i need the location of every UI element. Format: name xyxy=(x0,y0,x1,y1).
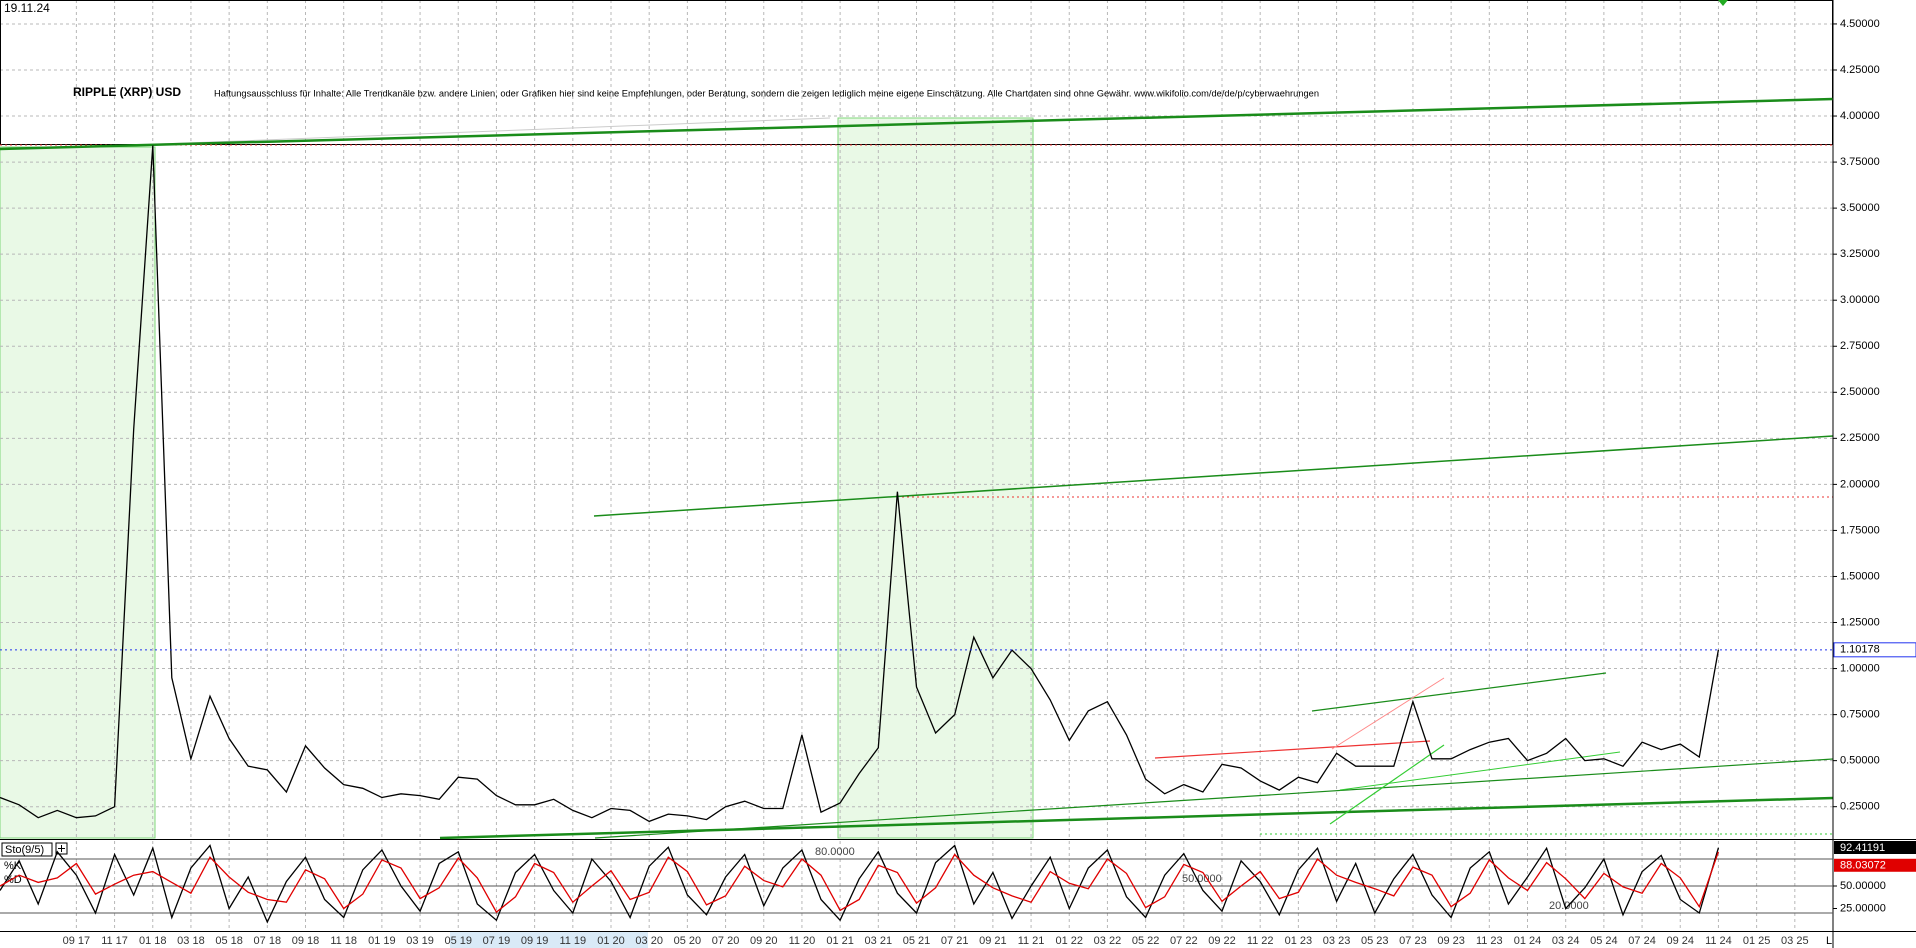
x-tick-label: 05 21 xyxy=(903,935,931,947)
x-tick-label: 07 22 xyxy=(1170,935,1198,947)
y-tick-label: 2.50000 xyxy=(1840,386,1880,398)
last-value-label: 92.41191 xyxy=(1840,842,1885,854)
x-tick-label: 03 21 xyxy=(865,935,893,947)
trend-line xyxy=(1311,672,1607,712)
x-tick-label: 11 20 xyxy=(789,935,816,947)
y-tick-label: 1.50000 xyxy=(1840,570,1880,582)
x-tick-label: 11 23 xyxy=(1476,935,1503,947)
x-tick-label: 05 20 xyxy=(674,935,702,947)
marker-arrow xyxy=(1718,0,1728,6)
x-tick-label: 07 21 xyxy=(941,935,969,947)
x-tick-label: 05 23 xyxy=(1361,935,1389,947)
y-tick-label: 3.00000 xyxy=(1840,294,1880,306)
x-tick-label: 09 17 xyxy=(63,935,91,947)
x-tick-label: 01 19 xyxy=(368,935,396,947)
x-tick-label: 01 18 xyxy=(139,935,167,947)
y-tick-label: 3.25000 xyxy=(1840,248,1880,260)
x-tick-label: 03 20 xyxy=(635,935,663,947)
highlight-zone xyxy=(0,146,156,839)
y-tick-label: 1.25000 xyxy=(1840,616,1880,628)
trend-line xyxy=(1331,677,1445,750)
x-tick-label: 11 17 xyxy=(101,935,128,947)
expand-icon xyxy=(58,845,65,852)
trend-line xyxy=(1339,751,1621,791)
last-price-label: 1.10178 xyxy=(1840,644,1880,656)
trend-line xyxy=(0,97,1834,151)
x-tick-label: 01 20 xyxy=(597,935,625,947)
x-tick-label: 05 19 xyxy=(444,935,472,947)
x-tick-label: 09 20 xyxy=(750,935,778,947)
y-tick-label: 0.75000 xyxy=(1840,709,1880,721)
trend-line xyxy=(439,796,1834,840)
price-line xyxy=(0,851,1720,914)
last-price-box xyxy=(1833,642,1916,658)
x-tick-label: 11 22 xyxy=(1247,935,1274,947)
price-line xyxy=(0,145,1720,823)
y-tick-label: 3.75000 xyxy=(1840,156,1880,168)
x-tick-label: 07 23 xyxy=(1399,935,1427,947)
x-tick-label: 05 22 xyxy=(1132,935,1160,947)
y-tick-label: 1.75000 xyxy=(1840,524,1880,536)
level-label: 50.0000 xyxy=(1182,873,1222,885)
x-tick-label: 05 18 xyxy=(215,935,243,947)
price-line xyxy=(0,844,1720,924)
y-tick-label: 0.50000 xyxy=(1840,755,1880,767)
x-tick-label: 03 18 xyxy=(177,935,205,947)
x-tick-label: 07 20 xyxy=(712,935,740,947)
last-value-box xyxy=(1834,841,1916,854)
level-label: 80.0000 xyxy=(815,846,855,858)
last-value-box xyxy=(1834,858,1916,872)
x-tick-label: 01 22 xyxy=(1055,935,1083,947)
y-tick-label: 2.00000 xyxy=(1840,478,1880,490)
x-tick-label: 03 19 xyxy=(406,935,434,947)
trend-line xyxy=(159,117,831,145)
y-tick-label: 50.00000 xyxy=(1840,880,1886,892)
x-tick-label: 09 24 xyxy=(1666,935,1694,947)
x-tick-label: 11 18 xyxy=(330,935,357,947)
x-tick-label: 09 22 xyxy=(1208,935,1236,947)
indicator-box xyxy=(1,842,53,857)
axis-highlight xyxy=(450,931,648,948)
x-tick-label: 11 21 xyxy=(1018,935,1045,947)
x-tick-label: 07 24 xyxy=(1628,935,1656,947)
x-tick-label: 11 24 xyxy=(1705,935,1732,947)
x-tick-label: 01 21 xyxy=(826,935,854,947)
x-tick-label: 09 18 xyxy=(292,935,320,947)
x-tick-label: 07 18 xyxy=(254,935,282,947)
y-tick-label: 25.00000 xyxy=(1840,902,1886,914)
y-tick-label: 1.00000 xyxy=(1840,662,1880,674)
date-label: 19.11.24 xyxy=(4,1,50,15)
y-tick-label: 2.75000 xyxy=(1840,340,1880,352)
x-tick-label: 09 21 xyxy=(979,935,1007,947)
x-tick-label: 03 22 xyxy=(1094,935,1122,947)
disclaimer: Haftungsausschluss für Inhalte: Alle Tre… xyxy=(214,88,1319,98)
trend-line xyxy=(1154,740,1431,759)
x-tick-label: 09 19 xyxy=(521,935,549,947)
y-tick-label: 3.50000 xyxy=(1840,202,1880,214)
x-tick-label: 11 19 xyxy=(559,935,586,947)
trend-line xyxy=(594,758,1834,839)
x-tick-label: 03 23 xyxy=(1323,935,1351,947)
last-value-label: 88.03072 xyxy=(1840,860,1886,872)
trend-line xyxy=(1329,744,1445,825)
indicator-title: Sto(9/5) xyxy=(5,844,44,856)
x-tick-label: 01 23 xyxy=(1285,935,1313,947)
y-tick-label: 4.50000 xyxy=(1840,18,1880,30)
x-tick-label: 01 24 xyxy=(1514,935,1542,947)
y-tick-label: 4.25000 xyxy=(1840,64,1880,76)
x-tick-label: 05 24 xyxy=(1590,935,1618,947)
x-tick-label: 09 23 xyxy=(1437,935,1465,947)
x-tick-label: 03 24 xyxy=(1552,935,1580,947)
y-tick-label: 2.25000 xyxy=(1840,432,1880,444)
x-tick-label: 03 25 xyxy=(1781,935,1809,947)
highlight-zone xyxy=(837,117,1034,839)
x-tick-label: 07 19 xyxy=(483,935,511,947)
y-tick-label: 0.25000 xyxy=(1840,801,1880,813)
y-tick-label: 4.00000 xyxy=(1840,110,1880,122)
x-tick-label: 01 25 xyxy=(1743,935,1771,947)
trend-line xyxy=(593,435,1834,517)
chart-title: RIPPLE (XRP) USD xyxy=(73,85,181,99)
axis-corner-label: L xyxy=(1826,935,1832,947)
